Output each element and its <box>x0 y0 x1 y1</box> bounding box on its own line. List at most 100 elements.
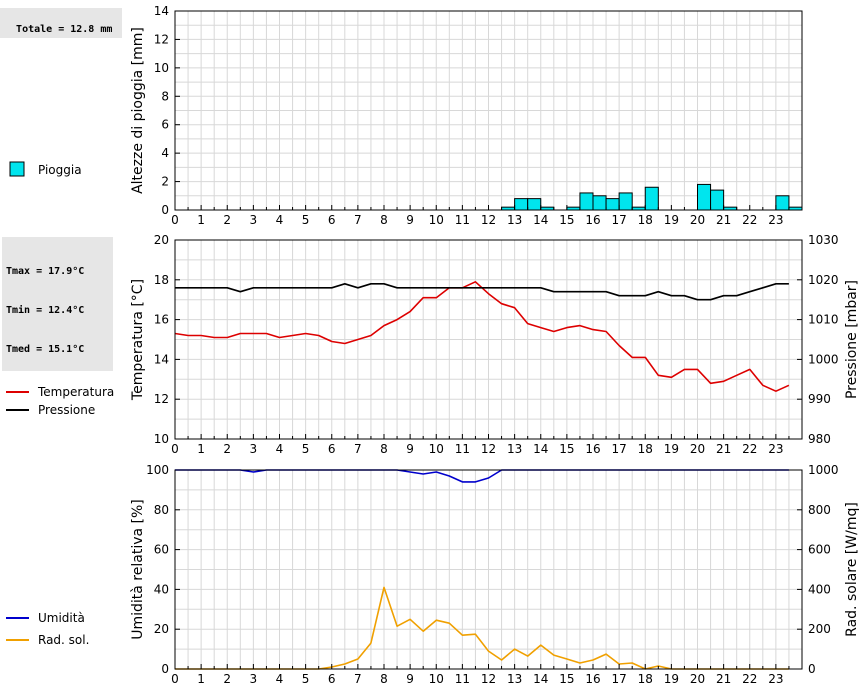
x-tick-label: 19 <box>664 672 679 686</box>
y-tick-label: 8 <box>161 89 169 103</box>
x-tick-label: 15 <box>559 213 574 227</box>
y-right-tick-label: 200 <box>808 622 831 636</box>
chart-panel-3: 0 1 2 3 4 5 6 7 8 9 10 11 12 13 14 15 16 17 18 19 20 21 22 2302… <box>6 463 860 686</box>
x-tick-label: 14 <box>533 442 548 456</box>
rain-total-text: Totale = 12.8 mm <box>16 24 113 35</box>
x-tick-label: 5 <box>302 442 310 456</box>
x-tick-label: 1 <box>197 672 205 686</box>
x-tick-label: 22 <box>742 213 757 227</box>
x-tick-label: 8 <box>380 672 388 686</box>
rain-bar <box>605 198 620 211</box>
x-tick-label: 11 <box>455 672 470 686</box>
y-axis-label: Umidità relativa [%] <box>130 499 146 640</box>
y-tick-label: 18 <box>154 273 169 287</box>
y-tick-label: 20 <box>154 622 169 636</box>
x-tick-label: 6 <box>328 213 336 227</box>
x-tick-label: 12 <box>481 442 496 456</box>
x-tick-label: 16 <box>585 213 600 227</box>
series-line-rad-sol <box>175 586 789 670</box>
x-tick-label: 21 <box>716 672 731 686</box>
x-tick-label: 11 <box>455 213 470 227</box>
rain-bar <box>579 192 594 211</box>
rain-bar <box>618 192 633 211</box>
tmed-text: Tmed = 15.1°C <box>6 344 85 355</box>
x-tick-label: 3 <box>250 672 258 686</box>
x-tick-label: 0 <box>171 672 179 686</box>
x-tick-label: 13 <box>507 213 522 227</box>
y-right-tick-label: 980 <box>808 432 831 446</box>
y-tick-label: 16 <box>154 313 169 327</box>
x-tick-label: 8 <box>380 442 388 456</box>
rain-bar <box>592 195 607 211</box>
rain-bar <box>527 198 542 211</box>
x-tick-label: 22 <box>742 442 757 456</box>
x-tick-label: 6 <box>328 442 336 456</box>
x-tick-label: 8 <box>380 213 388 227</box>
y-tick-label: 14 <box>154 352 169 366</box>
rain-bar <box>710 189 725 211</box>
y-tick-label: 6 <box>161 118 169 132</box>
x-tick-label: 9 <box>406 442 414 456</box>
x-tick-label: 2 <box>223 672 231 686</box>
y-right-tick-label: 0 <box>808 662 816 676</box>
y-right-tick-label: 600 <box>808 543 831 557</box>
x-tick-label: 7 <box>354 672 362 686</box>
y-tick-label: 4 <box>161 146 169 160</box>
x-tick-label: 2 <box>223 442 231 456</box>
x-tick-label: 16 <box>585 442 600 456</box>
x-tick-label: 13 <box>507 672 522 686</box>
legend-label: Umidità <box>38 611 85 625</box>
x-tick-label: 11 <box>455 442 470 456</box>
rain-bar <box>514 198 529 211</box>
y-tick-label: 10 <box>154 432 169 446</box>
tmin-text: Tmin = 12.4°C <box>6 305 85 316</box>
y-right-tick-label: 1000 <box>808 352 839 366</box>
y-tick-label: 20 <box>154 233 169 247</box>
y-tick-label: 12 <box>154 32 169 46</box>
x-tick-label: 14 <box>533 672 548 686</box>
x-tick-label: 5 <box>302 672 310 686</box>
temperature-stats-box: Tmax = 17.9°C Tmin = 12.4°C Tmed = 15.1°… <box>2 237 113 371</box>
legend-swatch-pioggia <box>9 161 25 177</box>
y-tick-label: 0 <box>161 662 169 676</box>
y-right-tick-label: 1010 <box>808 313 839 327</box>
chart-panel-2: 0 1 2 3 4 5 6 7 8 9 10 11 12 13 14 15 16 17 18 19 20 21 22 2310… <box>6 233 860 456</box>
x-tick-label: 3 <box>250 442 258 456</box>
y-right-tick-label: 400 <box>808 582 831 596</box>
legend-label: Temperatura <box>37 385 114 399</box>
rain-bar <box>644 186 659 211</box>
y-right-tick-label: 1030 <box>808 233 839 247</box>
x-tick-label: 14 <box>533 213 548 227</box>
x-tick-label: 15 <box>559 442 574 456</box>
x-tick-label: 12 <box>481 213 496 227</box>
tmax-text: Tmax = 17.9°C <box>6 266 85 277</box>
x-tick-label: 4 <box>276 442 284 456</box>
x-tick-label: 9 <box>406 213 414 227</box>
y-axis-label: Altezze di pioggia [mm] <box>130 27 146 194</box>
y-right-tick-label: 1020 <box>808 273 839 287</box>
series-line-umidit <box>175 469 789 483</box>
legend-label: Pioggia <box>38 163 82 177</box>
x-tick-label: 4 <box>276 672 284 686</box>
y-right-axis-label: Pressione [mbar] <box>844 280 860 399</box>
x-tick-label: 0 <box>171 442 179 456</box>
series-line-temperatura <box>174 280 790 393</box>
series-line-pressione <box>175 282 789 301</box>
y-right-tick-label: 990 <box>808 392 831 406</box>
y-tick-label: 12 <box>154 392 169 406</box>
x-tick-label: 21 <box>716 213 731 227</box>
x-tick-label: 0 <box>171 213 179 227</box>
x-tick-label: 1 <box>197 213 205 227</box>
x-tick-label: 3 <box>250 213 258 227</box>
x-tick-label: 15 <box>559 672 574 686</box>
legend-label: Rad. sol. <box>38 633 89 647</box>
x-tick-label: 12 <box>481 672 496 686</box>
x-tick-label: 18 <box>638 213 653 227</box>
x-tick-label: 1 <box>197 442 205 456</box>
x-tick-label: 10 <box>429 672 444 686</box>
x-tick-label: 5 <box>302 213 310 227</box>
x-tick-label: 23 <box>768 213 783 227</box>
x-tick-label: 23 <box>768 442 783 456</box>
x-tick-label: 7 <box>354 442 362 456</box>
